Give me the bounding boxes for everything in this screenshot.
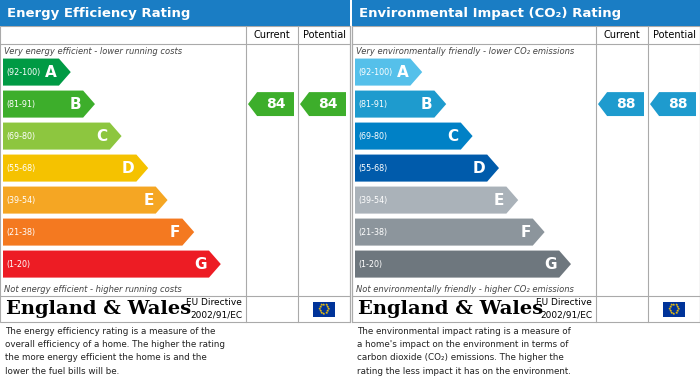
Text: Not energy efficient - higher running costs: Not energy efficient - higher running co… <box>4 285 182 294</box>
Text: ★: ★ <box>668 307 671 311</box>
Text: EU Directive
2002/91/EC: EU Directive 2002/91/EC <box>536 298 592 320</box>
Polygon shape <box>3 219 194 246</box>
Text: ★: ★ <box>675 303 678 307</box>
Polygon shape <box>3 251 220 278</box>
Text: (39-54): (39-54) <box>358 196 387 204</box>
Text: ★: ★ <box>327 307 330 311</box>
Text: Environmental Impact (CO₂) Rating: Environmental Impact (CO₂) Rating <box>359 7 621 20</box>
Text: B: B <box>69 97 81 111</box>
Text: (81-91): (81-91) <box>6 100 35 109</box>
Text: B: B <box>421 97 433 111</box>
Text: Potential: Potential <box>302 30 346 40</box>
Text: A: A <box>397 65 408 80</box>
Text: 88: 88 <box>616 97 636 111</box>
Text: ★: ★ <box>668 305 672 309</box>
Text: ★: ★ <box>318 309 322 313</box>
Bar <box>0 0 350 26</box>
Polygon shape <box>3 122 122 150</box>
Bar <box>663 301 685 316</box>
Text: Current: Current <box>603 30 640 40</box>
Text: D: D <box>473 161 485 176</box>
Text: 88: 88 <box>668 97 687 111</box>
Text: Not environmentally friendly - higher CO₂ emissions: Not environmentally friendly - higher CO… <box>356 285 574 294</box>
Text: (21-38): (21-38) <box>358 228 387 237</box>
Text: ★: ★ <box>670 311 673 315</box>
Text: ★: ★ <box>325 311 328 315</box>
Text: ★: ★ <box>672 303 676 307</box>
Polygon shape <box>355 187 518 213</box>
Text: ★: ★ <box>322 303 326 307</box>
Text: Potential: Potential <box>652 30 696 40</box>
Polygon shape <box>355 154 499 181</box>
Text: G: G <box>545 256 557 272</box>
Text: ★: ★ <box>675 311 678 315</box>
Text: F: F <box>520 224 531 240</box>
Text: ★: ★ <box>326 305 330 309</box>
Text: (1-20): (1-20) <box>358 260 382 269</box>
Text: Energy Efficiency Rating: Energy Efficiency Rating <box>7 7 190 20</box>
Text: (1-20): (1-20) <box>6 260 30 269</box>
Polygon shape <box>3 154 148 181</box>
Text: ★: ★ <box>677 307 680 311</box>
Text: The environmental impact rating is a measure of
a home's impact on the environme: The environmental impact rating is a mea… <box>357 327 571 376</box>
Polygon shape <box>355 91 446 118</box>
Text: (55-68): (55-68) <box>358 163 387 172</box>
Text: D: D <box>122 161 134 176</box>
Text: ★: ★ <box>672 312 676 316</box>
Text: ★: ★ <box>320 303 323 307</box>
Text: C: C <box>97 129 108 143</box>
Text: (39-54): (39-54) <box>6 196 35 204</box>
Text: Very energy efficient - lower running costs: Very energy efficient - lower running co… <box>4 47 182 56</box>
Text: (55-68): (55-68) <box>6 163 35 172</box>
Text: G: G <box>195 256 207 272</box>
Polygon shape <box>3 91 95 118</box>
Text: (69-80): (69-80) <box>6 132 35 141</box>
Text: ★: ★ <box>668 309 672 313</box>
Bar <box>0 26 350 322</box>
Text: (92-100): (92-100) <box>6 68 41 77</box>
Polygon shape <box>650 92 696 116</box>
Text: C: C <box>447 129 458 143</box>
Text: England & Wales: England & Wales <box>358 300 543 318</box>
Text: E: E <box>494 193 505 208</box>
Text: EU Directive
2002/91/EC: EU Directive 2002/91/EC <box>186 298 242 320</box>
Text: England & Wales: England & Wales <box>6 300 191 318</box>
Text: ★: ★ <box>326 309 330 313</box>
Text: ★: ★ <box>325 303 328 307</box>
Text: ★: ★ <box>318 307 321 311</box>
Bar <box>313 301 335 316</box>
Polygon shape <box>300 92 346 116</box>
Text: ★: ★ <box>670 303 673 307</box>
Text: (69-80): (69-80) <box>358 132 387 141</box>
Text: (92-100): (92-100) <box>358 68 392 77</box>
Polygon shape <box>355 59 422 86</box>
Bar <box>352 26 700 322</box>
Text: Very environmentally friendly - lower CO₂ emissions: Very environmentally friendly - lower CO… <box>356 47 574 56</box>
Text: A: A <box>46 65 57 80</box>
Text: Current: Current <box>253 30 290 40</box>
Text: 84: 84 <box>266 97 286 111</box>
Bar <box>352 0 700 26</box>
Polygon shape <box>3 187 167 213</box>
Text: ★: ★ <box>676 305 680 309</box>
Text: ★: ★ <box>320 311 323 315</box>
Text: (81-91): (81-91) <box>358 100 387 109</box>
Text: ★: ★ <box>318 305 322 309</box>
Polygon shape <box>598 92 644 116</box>
Polygon shape <box>355 219 545 246</box>
Text: The energy efficiency rating is a measure of the
overall efficiency of a home. T: The energy efficiency rating is a measur… <box>5 327 225 376</box>
Polygon shape <box>355 122 472 150</box>
Text: ★: ★ <box>322 312 326 316</box>
Text: (21-38): (21-38) <box>6 228 35 237</box>
Polygon shape <box>248 92 294 116</box>
Text: E: E <box>144 193 154 208</box>
Text: ★: ★ <box>676 309 680 313</box>
Polygon shape <box>355 251 571 278</box>
Polygon shape <box>3 59 71 86</box>
Text: F: F <box>170 224 181 240</box>
Text: 84: 84 <box>318 97 337 111</box>
